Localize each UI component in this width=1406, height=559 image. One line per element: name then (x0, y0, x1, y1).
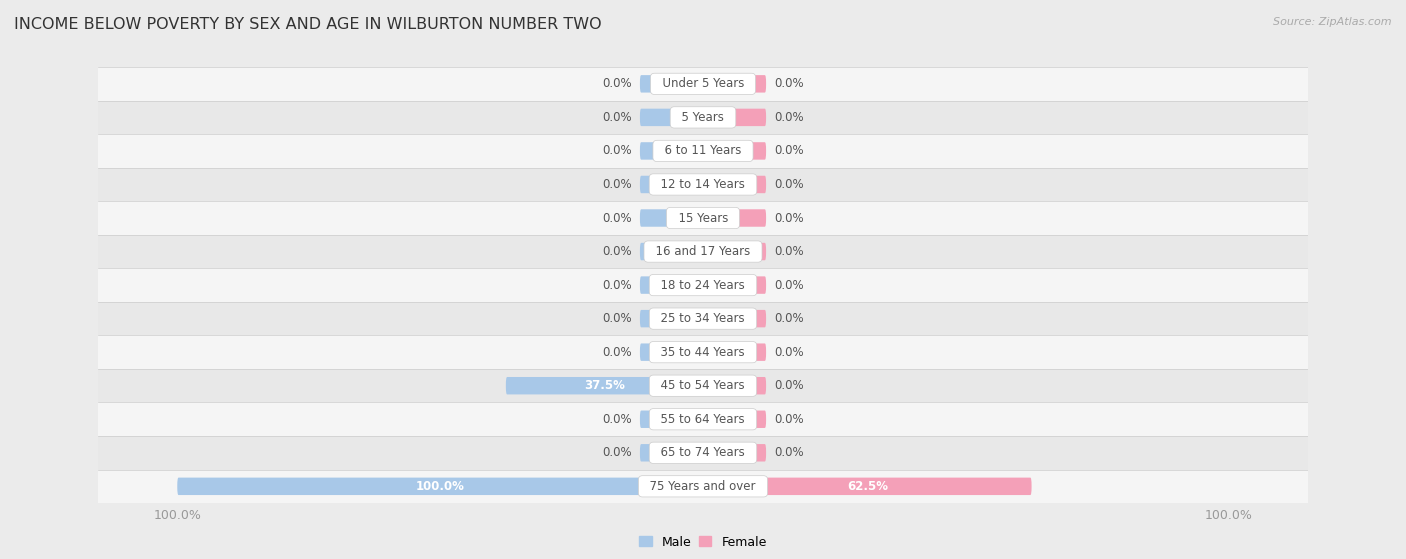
Text: 5 Years: 5 Years (675, 111, 731, 124)
Text: 0.0%: 0.0% (773, 178, 804, 191)
Text: 16 and 17 Years: 16 and 17 Years (648, 245, 758, 258)
Text: 37.5%: 37.5% (583, 379, 624, 392)
FancyBboxPatch shape (703, 75, 766, 93)
FancyBboxPatch shape (703, 243, 766, 260)
Text: 0.0%: 0.0% (602, 111, 633, 124)
Text: 12 to 14 Years: 12 to 14 Years (654, 178, 752, 191)
Bar (98, 470, 1308, 503)
FancyBboxPatch shape (640, 75, 703, 93)
Text: Under 5 Years: Under 5 Years (655, 77, 751, 91)
FancyBboxPatch shape (703, 410, 766, 428)
Bar (98, 335, 1308, 369)
FancyBboxPatch shape (703, 209, 766, 227)
Text: 75 Years and over: 75 Years and over (643, 480, 763, 493)
FancyBboxPatch shape (640, 142, 703, 160)
Text: 0.0%: 0.0% (773, 446, 804, 459)
Text: 0.0%: 0.0% (773, 211, 804, 225)
Bar (98, 402, 1308, 436)
FancyBboxPatch shape (640, 108, 703, 126)
Text: 0.0%: 0.0% (773, 278, 804, 292)
Text: 0.0%: 0.0% (773, 413, 804, 426)
FancyBboxPatch shape (703, 444, 766, 462)
FancyBboxPatch shape (640, 243, 703, 260)
Text: 0.0%: 0.0% (773, 245, 804, 258)
Text: 0.0%: 0.0% (602, 446, 633, 459)
Text: 0.0%: 0.0% (602, 278, 633, 292)
Bar (98, 268, 1308, 302)
FancyBboxPatch shape (703, 477, 1032, 495)
Text: 0.0%: 0.0% (602, 144, 633, 158)
FancyBboxPatch shape (506, 377, 703, 395)
Text: 45 to 54 Years: 45 to 54 Years (654, 379, 752, 392)
FancyBboxPatch shape (703, 142, 766, 160)
FancyBboxPatch shape (703, 377, 766, 395)
Text: 0.0%: 0.0% (602, 312, 633, 325)
FancyBboxPatch shape (640, 410, 703, 428)
FancyBboxPatch shape (177, 477, 703, 495)
Legend: Male, Female: Male, Female (634, 530, 772, 553)
FancyBboxPatch shape (640, 343, 703, 361)
Text: 0.0%: 0.0% (773, 379, 804, 392)
Text: 65 to 74 Years: 65 to 74 Years (654, 446, 752, 459)
FancyBboxPatch shape (703, 108, 766, 126)
Bar (98, 134, 1308, 168)
Bar (98, 302, 1308, 335)
Text: 0.0%: 0.0% (602, 413, 633, 426)
Text: 0.0%: 0.0% (773, 144, 804, 158)
FancyBboxPatch shape (703, 310, 766, 328)
Bar (98, 67, 1308, 101)
Text: 0.0%: 0.0% (602, 245, 633, 258)
Text: 35 to 44 Years: 35 to 44 Years (654, 345, 752, 359)
Text: 0.0%: 0.0% (773, 345, 804, 359)
Text: 18 to 24 Years: 18 to 24 Years (654, 278, 752, 292)
Bar (98, 201, 1308, 235)
Text: 0.0%: 0.0% (602, 178, 633, 191)
Bar (98, 101, 1308, 134)
Text: Source: ZipAtlas.com: Source: ZipAtlas.com (1274, 17, 1392, 27)
Bar (98, 168, 1308, 201)
FancyBboxPatch shape (640, 310, 703, 328)
Text: 0.0%: 0.0% (602, 77, 633, 91)
Text: 0.0%: 0.0% (773, 77, 804, 91)
Text: 15 Years: 15 Years (671, 211, 735, 225)
Bar (98, 369, 1308, 402)
Text: 0.0%: 0.0% (602, 211, 633, 225)
Text: 0.0%: 0.0% (773, 312, 804, 325)
FancyBboxPatch shape (640, 444, 703, 462)
Text: 100.0%: 100.0% (416, 480, 464, 493)
Bar (98, 436, 1308, 470)
FancyBboxPatch shape (703, 276, 766, 294)
Text: 25 to 34 Years: 25 to 34 Years (654, 312, 752, 325)
Text: 6 to 11 Years: 6 to 11 Years (657, 144, 749, 158)
Text: 55 to 64 Years: 55 to 64 Years (654, 413, 752, 426)
FancyBboxPatch shape (703, 176, 766, 193)
FancyBboxPatch shape (640, 176, 703, 193)
FancyBboxPatch shape (640, 209, 703, 227)
Text: INCOME BELOW POVERTY BY SEX AND AGE IN WILBURTON NUMBER TWO: INCOME BELOW POVERTY BY SEX AND AGE IN W… (14, 17, 602, 32)
Text: 0.0%: 0.0% (773, 111, 804, 124)
Text: 0.0%: 0.0% (602, 345, 633, 359)
FancyBboxPatch shape (703, 343, 766, 361)
Text: 62.5%: 62.5% (846, 480, 887, 493)
FancyBboxPatch shape (640, 276, 703, 294)
Bar (98, 235, 1308, 268)
